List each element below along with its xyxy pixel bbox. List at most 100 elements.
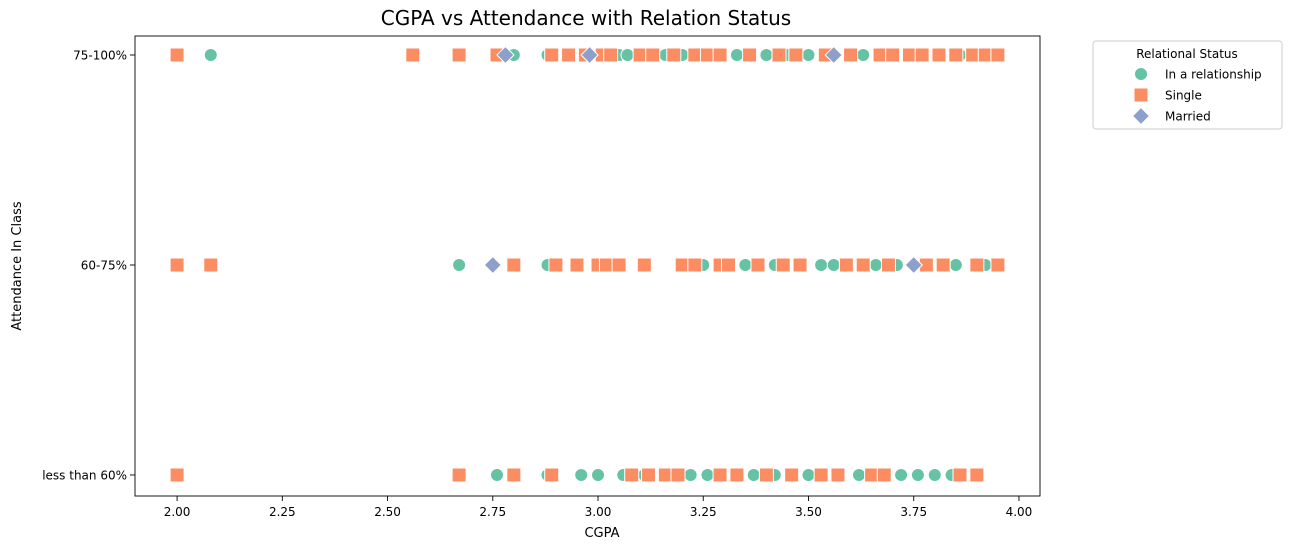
data-point [203,48,218,62]
data-point [483,255,502,275]
data-point [990,257,1006,273]
data-point [721,257,737,273]
data-point [788,47,804,63]
data-point [645,47,661,63]
data-point [624,467,640,483]
data-point [451,467,467,483]
data-point [813,467,829,483]
data-point [657,467,673,483]
data-point [548,257,564,273]
data-point [169,467,185,483]
data-point [826,258,841,272]
y-tick-label: less than 60% [42,469,127,483]
data-point [544,47,560,63]
data-point [729,48,744,62]
data-point [914,47,930,63]
y-axis-label: Attendance In Class [10,201,25,330]
data-point [990,47,1006,63]
data-point [611,257,627,273]
data-point [838,257,854,273]
data-point [712,467,728,483]
data-point [574,468,589,482]
data-point [868,258,883,272]
data-point [544,467,560,483]
legend-label: Married [1165,110,1211,124]
y-axis: less than 60% 60-75% 75-100% [42,49,135,483]
data-point [880,257,896,273]
data-point [598,257,614,273]
data-point [666,47,682,63]
data-point [687,257,703,273]
data-point [948,47,964,63]
legend-label: Single [1165,89,1202,103]
x-tick-label: 3.50 [795,505,822,519]
data-point [977,47,993,63]
data-point [169,47,185,63]
data-point [506,257,522,273]
data-point [742,47,758,63]
x-tick-label: 2.75 [479,505,506,519]
data-point [674,257,690,273]
data-point [904,255,923,275]
data-point [203,257,219,273]
data-point [969,257,985,273]
data-point [632,47,648,63]
data-point [561,47,577,63]
data-point [405,47,421,63]
points-layer [169,45,1006,483]
data-point [636,257,652,273]
legend-marker-square [1133,87,1149,103]
legend: Relational Status In a relationship Single… [1092,40,1283,130]
data-point [927,468,942,482]
data-point [965,47,981,63]
data-point [952,467,968,483]
data-point [670,467,686,483]
data-point [894,468,909,482]
data-point [885,47,901,63]
x-tick-label: 2.25 [269,505,296,519]
data-point [931,47,947,63]
data-point [758,467,774,483]
series-square [169,47,1006,483]
data-point [852,468,866,482]
data-point [855,257,871,273]
data-point [641,467,657,483]
data-point [824,45,843,65]
data-point [490,468,504,482]
data-point [620,48,635,62]
data-point [506,467,522,483]
data-point [580,45,599,65]
x-axis: 2.00 2.25 2.50 2.75 3.00 3.25 3.50 3.75 4.00 [164,496,1033,519]
data-point [603,47,619,63]
data-point [935,257,951,273]
chart-title: CGPA vs Attendance with Relation Status [381,6,791,30]
data-point [169,257,185,273]
data-point [902,47,918,63]
data-point [729,467,745,483]
y-tick-label: 60-75% [81,259,127,273]
data-point [750,257,766,273]
legend-frame [1092,40,1283,130]
data-point [792,257,808,273]
data-point [771,47,787,63]
data-point [948,258,963,272]
data-point [759,48,774,62]
series-diamond [483,45,923,275]
x-tick-label: 4.00 [1006,505,1033,519]
legend-marker-circle [1134,67,1148,81]
data-point [738,258,753,272]
data-point [452,258,467,272]
x-tick-label: 2.50 [374,505,401,519]
data-point [591,468,606,482]
data-point [699,47,715,63]
data-point [683,468,698,482]
legend-title: Relational Status [1136,47,1238,61]
legend-marker-diamond [1131,106,1151,126]
data-point [451,47,467,63]
data-point [856,48,871,62]
x-tick-label: 3.00 [585,505,612,519]
data-point [872,47,888,63]
data-point [969,467,985,483]
data-point [496,45,515,65]
